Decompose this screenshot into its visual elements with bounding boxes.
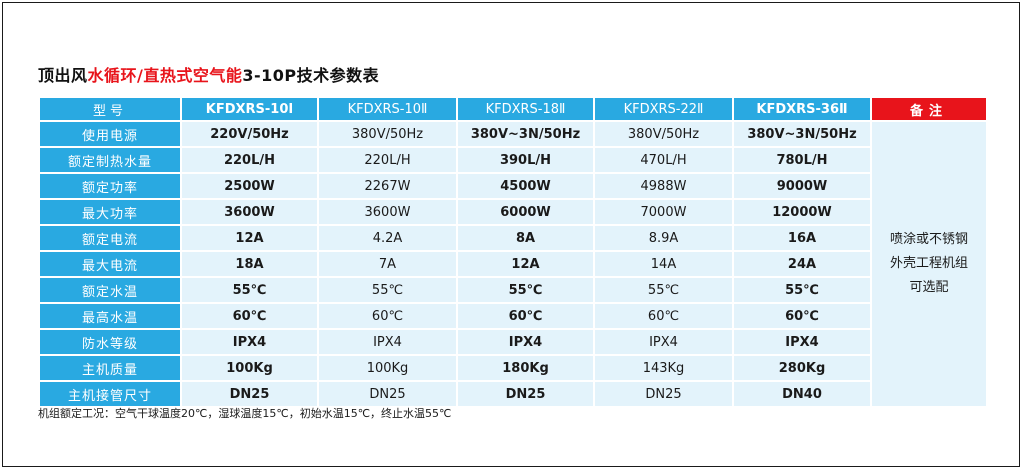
header-model-1: KFDXRS-10I bbox=[180, 96, 319, 122]
table-cell: DN25 bbox=[593, 380, 734, 408]
table-cell: 180Kg bbox=[456, 354, 595, 382]
table-row: 主机接管尺寸 DN25 DN25 DN25 DN25 DN40 bbox=[38, 380, 987, 408]
row-label: 额定电流 bbox=[38, 224, 182, 252]
table-cell: 60℃ bbox=[456, 302, 595, 330]
row-label: 最大功率 bbox=[38, 198, 182, 226]
header-remark: 备注 bbox=[870, 96, 988, 122]
table-cell: 3600W bbox=[317, 198, 458, 226]
page-title: 顶出风水循环/直热式空气能3-10P技术参数表 bbox=[38, 62, 380, 85]
table-cell: 8A bbox=[456, 224, 595, 252]
table-cell: 4500W bbox=[456, 172, 595, 200]
row-label: 使用电源 bbox=[38, 120, 182, 148]
table-cell: 470L/H bbox=[593, 146, 734, 174]
title-part-2: 水循环/直热式空气能 bbox=[87, 66, 243, 85]
table-cell: IPX4 bbox=[180, 328, 319, 356]
table-cell: 60℃ bbox=[317, 302, 458, 330]
table-cell: 280Kg bbox=[732, 354, 872, 382]
table-cell: 2267W bbox=[317, 172, 458, 200]
table-cell: 18A bbox=[180, 250, 319, 278]
remark-cell: 喷涂或不锈钢 外壳工程机组 可选配 bbox=[870, 120, 988, 408]
table-row: 最大电流 18A 7A 12A 14A 24A bbox=[38, 250, 987, 278]
table-cell: 55℃ bbox=[593, 276, 734, 304]
table-cell: 9000W bbox=[732, 172, 872, 200]
table-cell: DN25 bbox=[456, 380, 595, 408]
table-cell: 4988W bbox=[593, 172, 734, 200]
table-cell: 55℃ bbox=[456, 276, 595, 304]
table-cell: DN40 bbox=[732, 380, 872, 408]
table-cell: 12000W bbox=[732, 198, 872, 226]
table-cell: 12A bbox=[180, 224, 319, 252]
header-model-5: KFDXRS-36Ⅱ bbox=[732, 96, 872, 122]
table-cell: 220V/50Hz bbox=[180, 120, 319, 148]
table-cell: 60℃ bbox=[180, 302, 319, 330]
table-cell: 7000W bbox=[593, 198, 734, 226]
row-label: 最大电流 bbox=[38, 250, 182, 278]
table-cell: 6000W bbox=[456, 198, 595, 226]
table-cell: 55℃ bbox=[317, 276, 458, 304]
table-cell: 2500W bbox=[180, 172, 319, 200]
table-cell: 4.2A bbox=[317, 224, 458, 252]
table-row: 最大功率 3600W 3600W 6000W 7000W 12000W bbox=[38, 198, 987, 226]
table-cell: 380V~3N/50Hz bbox=[456, 120, 595, 148]
table-cell: 12A bbox=[456, 250, 595, 278]
table-row: 额定水温 55℃ 55℃ 55℃ 55℃ 55℃ bbox=[38, 276, 987, 304]
remark-line-1: 喷涂或不锈钢 bbox=[889, 232, 968, 247]
table-cell: 390L/H bbox=[456, 146, 595, 174]
row-label: 最高水温 bbox=[38, 302, 182, 330]
table-cell: 380V/50Hz bbox=[317, 120, 458, 148]
row-label: 额定制热水量 bbox=[38, 146, 182, 174]
table-cell: 24A bbox=[732, 250, 872, 278]
table-cell: 780L/H bbox=[732, 146, 872, 174]
table-cell: 220L/H bbox=[317, 146, 458, 174]
table-row: 额定制热水量 220L/H 220L/H 390L/H 470L/H 780L/… bbox=[38, 146, 987, 174]
remark-line-2: 外壳工程机组 bbox=[889, 256, 968, 271]
table-cell: 7A bbox=[317, 250, 458, 278]
table-cell: DN25 bbox=[180, 380, 319, 408]
header-model-4: KFDXRS-22Ⅱ bbox=[593, 96, 734, 122]
table-cell: DN25 bbox=[317, 380, 458, 408]
row-label: 主机接管尺寸 bbox=[38, 380, 182, 408]
table-row: 防水等级 IPX4 IPX4 IPX4 IPX4 IPX4 bbox=[38, 328, 987, 356]
table-cell: 220L/H bbox=[180, 146, 319, 174]
header-model-3: KFDXRS-18Ⅱ bbox=[456, 96, 595, 122]
table-cell: 16A bbox=[732, 224, 872, 252]
row-label: 额定水温 bbox=[38, 276, 182, 304]
table-row: 使用电源 220V/50Hz 380V/50Hz 380V~3N/50Hz 38… bbox=[38, 120, 988, 408]
spec-table: 型号 KFDXRS-10I KFDXRS-10Ⅱ KFDXRS-18Ⅱ KFDX… bbox=[38, 96, 988, 408]
row-label: 额定功率 bbox=[38, 172, 182, 200]
table-cell: 380V~3N/50Hz bbox=[732, 120, 872, 148]
row-label: 防水等级 bbox=[38, 328, 182, 356]
header-model-label: 型号 bbox=[38, 96, 182, 122]
table-cell: IPX4 bbox=[732, 328, 872, 356]
table-cell: 100Kg bbox=[180, 354, 319, 382]
table-row: 主机质量 100Kg 100Kg 180Kg 143Kg 280Kg bbox=[38, 354, 987, 382]
table-cell: 14A bbox=[593, 250, 734, 278]
footnote: 机组额定工况：空气干球温度20℃，湿球温度15℃，初始水温15℃，终止水温55℃ bbox=[38, 407, 452, 420]
table-row: 额定电流 12A 4.2A 8A 8.9A 16A bbox=[38, 224, 987, 252]
table-cell: 55℃ bbox=[732, 276, 872, 304]
table-cell: 55℃ bbox=[180, 276, 319, 304]
row-label: 主机质量 bbox=[38, 354, 182, 382]
header-model-2: KFDXRS-10Ⅱ bbox=[317, 96, 458, 122]
table-cell: IPX4 bbox=[593, 328, 734, 356]
title-part-1: 顶出风 bbox=[38, 66, 88, 85]
table-cell: 3600W bbox=[180, 198, 319, 226]
table-cell: 60℃ bbox=[593, 302, 734, 330]
table-cell: 8.9A bbox=[593, 224, 734, 252]
remark-line-3: 可选配 bbox=[909, 280, 949, 295]
table-cell: 380V/50Hz bbox=[593, 120, 734, 148]
table-cell: IPX4 bbox=[317, 328, 458, 356]
title-part-3: 3-10P技术参数表 bbox=[242, 66, 380, 85]
table-cell: 143Kg bbox=[593, 354, 734, 382]
table-cell: 60℃ bbox=[732, 302, 872, 330]
header-row: 型号 KFDXRS-10I KFDXRS-10Ⅱ KFDXRS-18Ⅱ KFDX… bbox=[38, 96, 988, 122]
table-row: 最高水温 60℃ 60℃ 60℃ 60℃ 60℃ bbox=[38, 302, 987, 330]
table-cell: 100Kg bbox=[317, 354, 458, 382]
table-cell: IPX4 bbox=[456, 328, 595, 356]
table-row: 额定功率 2500W 2267W 4500W 4988W 9000W bbox=[38, 172, 987, 200]
